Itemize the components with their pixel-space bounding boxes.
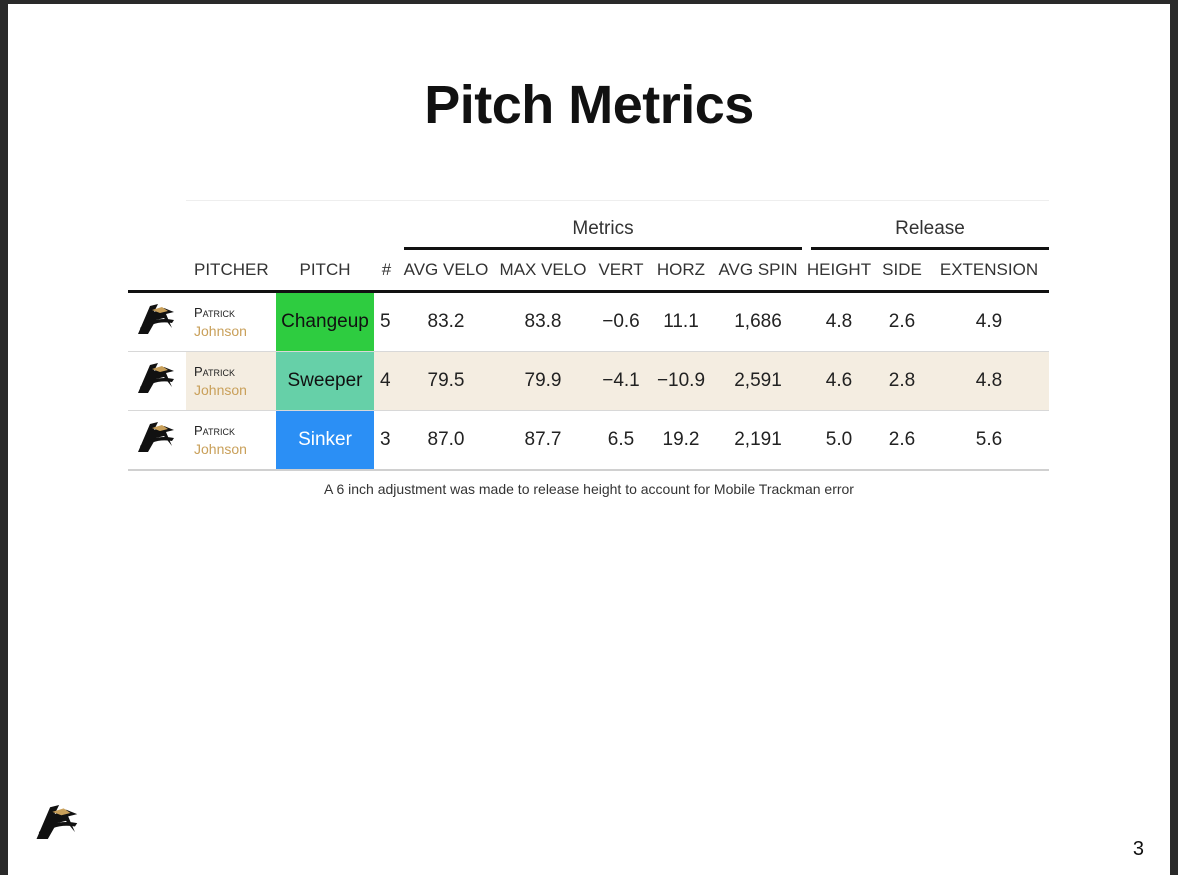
pitcher-name: Patrick Johnson bbox=[186, 351, 276, 411]
team-logo-icon bbox=[128, 291, 186, 352]
table-row: Patrick Johnson Sinker 3 87.0 87.7 6.5 1… bbox=[128, 410, 1049, 471]
max-velo: 79.9 bbox=[493, 351, 593, 411]
footnote: A 6 inch adjustment was made to release … bbox=[324, 481, 854, 497]
group-release: Release bbox=[811, 204, 1049, 250]
release-side: 2.8 bbox=[875, 351, 929, 411]
release-side: 2.6 bbox=[875, 291, 929, 352]
release-side: 2.6 bbox=[875, 410, 929, 471]
column-header-row: PITCHER PITCH # AVG VELO MAX VELO VERT H… bbox=[128, 250, 1049, 293]
release-extension: 4.9 bbox=[929, 291, 1049, 352]
avg-spin: 2,191 bbox=[713, 410, 803, 471]
avg-velo: 79.5 bbox=[399, 351, 493, 411]
pitch-count: 3 bbox=[374, 410, 399, 471]
release-height: 4.8 bbox=[803, 291, 875, 352]
horz: 11.1 bbox=[649, 291, 713, 352]
max-velo: 83.8 bbox=[493, 291, 593, 352]
table-row: Patrick Johnson Changeup 5 83.2 83.8 −0.… bbox=[128, 291, 1049, 352]
max-velo: 87.7 bbox=[493, 410, 593, 471]
col-pitch: PITCH bbox=[276, 250, 374, 293]
page-number: 3 bbox=[1132, 838, 1144, 860]
group-metrics: Metrics bbox=[404, 204, 802, 250]
pitcher-name: Patrick Johnson bbox=[186, 291, 276, 352]
pitch-type: Changeup bbox=[276, 291, 374, 352]
col-pitcher: PITCHER bbox=[186, 250, 276, 293]
col-side: SIDE bbox=[875, 250, 929, 293]
col-extension: EXTENSION bbox=[929, 250, 1049, 293]
horz: −10.9 bbox=[649, 351, 713, 411]
pitcher-last-name: Johnson bbox=[194, 441, 247, 457]
pitcher-name: Patrick Johnson bbox=[186, 410, 276, 471]
col-max-velo: MAX VELO bbox=[493, 250, 593, 293]
vert: −4.1 bbox=[593, 351, 649, 411]
avg-velo: 87.0 bbox=[399, 410, 493, 471]
release-height: 4.6 bbox=[803, 351, 875, 411]
col-avg-velo: AVG VELO bbox=[399, 250, 493, 293]
pitcher-first-name: Patrick bbox=[194, 305, 236, 320]
page-title: Pitch Metrics bbox=[424, 75, 754, 135]
release-extension: 4.8 bbox=[929, 351, 1049, 411]
col-horz: HORZ bbox=[649, 250, 713, 293]
pitcher-last-name: Johnson bbox=[194, 323, 247, 339]
vert: 6.5 bbox=[593, 410, 649, 471]
horz: 19.2 bbox=[649, 410, 713, 471]
pitcher-last-name: Johnson bbox=[194, 382, 247, 398]
pitch-count: 5 bbox=[374, 291, 399, 352]
pitch-type: Sinker bbox=[276, 410, 374, 471]
pitcher-first-name: Patrick bbox=[194, 364, 236, 379]
avg-spin: 2,591 bbox=[713, 351, 803, 411]
pitch-metrics-table: Metrics Release PITCHER PITCH # AVG VELO… bbox=[128, 200, 1049, 471]
col-vert: VERT bbox=[593, 250, 649, 293]
table-row: Patrick Johnson Sweeper 4 79.5 79.9 −4.1… bbox=[128, 351, 1049, 411]
vert: −0.6 bbox=[593, 291, 649, 352]
col-avg-spin: AVG SPIN bbox=[713, 250, 803, 293]
col-count: # bbox=[374, 250, 399, 293]
data-table: PITCHER PITCH # AVG VELO MAX VELO VERT H… bbox=[128, 250, 1049, 471]
pitch-type: Sweeper bbox=[276, 351, 374, 411]
avg-spin: 1,686 bbox=[713, 291, 803, 352]
team-logo-icon bbox=[128, 351, 186, 411]
release-extension: 5.6 bbox=[929, 410, 1049, 471]
team-logo-icon bbox=[128, 410, 186, 471]
col-logo bbox=[128, 250, 186, 293]
pitcher-first-name: Patrick bbox=[194, 423, 236, 438]
slide: Pitch Metrics Metrics Release PITCHER PI… bbox=[8, 4, 1170, 875]
divider bbox=[186, 200, 1049, 201]
avg-velo: 83.2 bbox=[399, 291, 493, 352]
pitch-count: 4 bbox=[374, 351, 399, 411]
group-header-row: Metrics Release bbox=[128, 200, 1049, 250]
release-height: 5.0 bbox=[803, 410, 875, 471]
team-logo-icon bbox=[32, 798, 84, 851]
col-height: HEIGHT bbox=[803, 250, 875, 293]
